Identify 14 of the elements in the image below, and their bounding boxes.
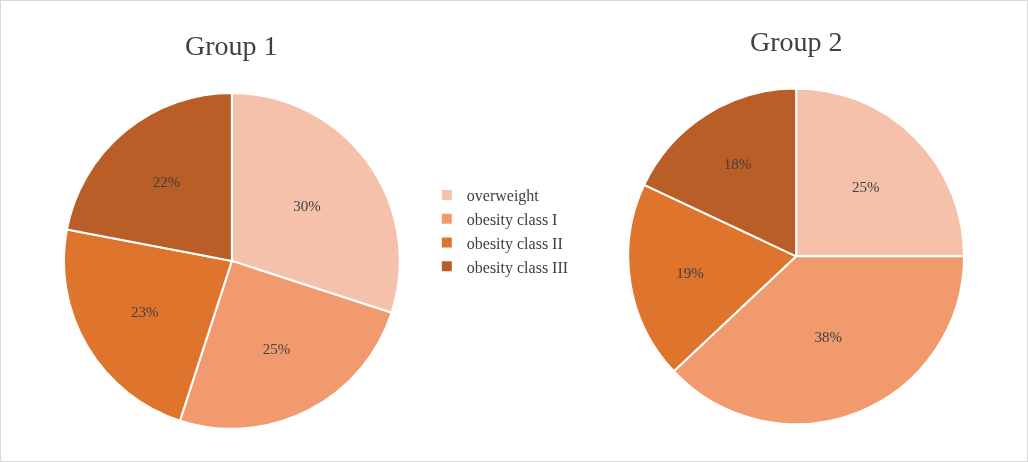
data-label: 25%	[851, 178, 880, 195]
data-label: 25%	[262, 340, 291, 357]
chart-title: Group 1	[185, 30, 278, 61]
data-label: 22%	[152, 173, 181, 190]
data-label: 19%	[676, 265, 704, 282]
data-label: 38%	[814, 329, 842, 346]
data-label: 18%	[723, 156, 752, 172]
legend-label: obesity class III	[466, 258, 569, 277]
data-label: 23%	[131, 304, 159, 321]
legend-label: overweight	[466, 187, 540, 206]
data-label: 30%	[293, 198, 321, 215]
legend-label: obesity class II	[466, 234, 563, 253]
chart-title: Group 2	[750, 26, 843, 57]
legend-label: obesity class I	[466, 210, 558, 229]
